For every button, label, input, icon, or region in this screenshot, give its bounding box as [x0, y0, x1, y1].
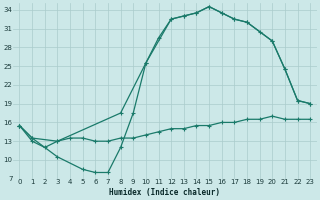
X-axis label: Humidex (Indice chaleur): Humidex (Indice chaleur)	[109, 188, 220, 197]
